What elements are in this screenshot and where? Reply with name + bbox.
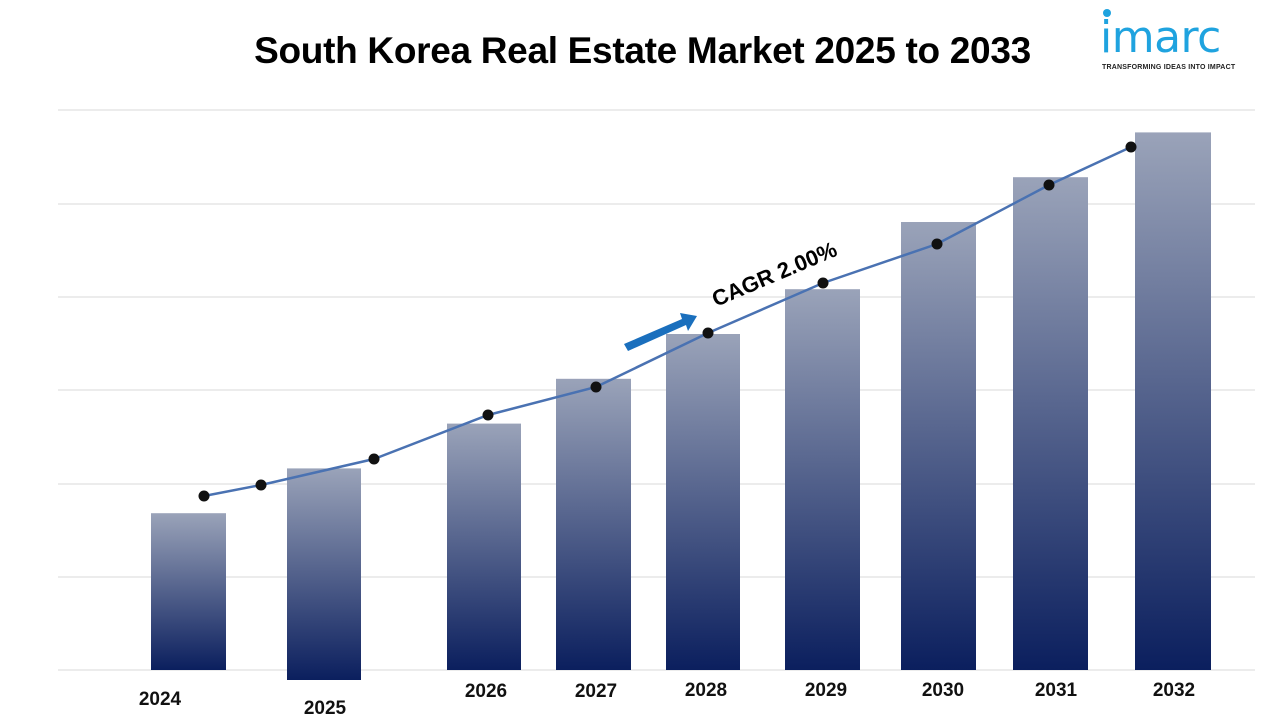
x-label-2024: 2024 — [139, 689, 182, 710]
x-label-2025: 2025 — [304, 698, 347, 719]
x-label-2031: 2031 — [1035, 680, 1078, 701]
logo-tagline: TRANSFORMING IDEAS INTO IMPACT — [1102, 64, 1236, 71]
trend-marker-6 — [702, 327, 714, 339]
trend-marker-5 — [590, 381, 602, 393]
bar-2026 — [447, 423, 521, 670]
bar-2028 — [666, 334, 740, 670]
bar-2027 — [556, 378, 631, 670]
x-label-2028: 2028 — [685, 680, 727, 701]
bar-2025 — [287, 468, 361, 680]
trend-marker-1 — [198, 490, 210, 502]
trend-marker-2 — [255, 479, 267, 491]
chart-title: South Korea Real Estate Market 2025 to 2… — [254, 30, 1031, 71]
trend-marker-4 — [482, 409, 494, 421]
x-label-2032: 2032 — [1153, 680, 1195, 701]
trend-marker-7 — [817, 277, 829, 289]
trend-marker-9 — [1043, 179, 1055, 191]
bars — [151, 132, 1211, 680]
bar-2024 — [151, 513, 226, 670]
x-label-2030: 2030 — [922, 680, 964, 701]
cagr-arrow-icon — [624, 313, 697, 351]
bar-2029 — [785, 289, 860, 670]
x-label-2027: 2027 — [575, 681, 617, 702]
bar-2032 — [1135, 132, 1211, 670]
x-label-2026: 2026 — [465, 681, 507, 702]
trend-polyline — [203, 145, 1132, 498]
x-axis-labels: 2024 2025 2026 2027 2028 2029 2030 2031 2032 — [139, 680, 1195, 719]
trend-marker-8 — [931, 238, 943, 250]
logo-dot-icon — [1103, 9, 1111, 17]
bar-2030 — [901, 222, 976, 670]
imarc-logo: imarc TRANSFORMING IDEAS INTO IMPACT — [1100, 8, 1255, 74]
trend-marker-3 — [368, 453, 380, 465]
trend-marker-10 — [1125, 141, 1137, 153]
bar-2031 — [1013, 177, 1088, 670]
x-label-2029: 2029 — [805, 680, 847, 701]
logo-wordmark: imarc — [1100, 12, 1221, 63]
trend-line — [198, 141, 1137, 502]
